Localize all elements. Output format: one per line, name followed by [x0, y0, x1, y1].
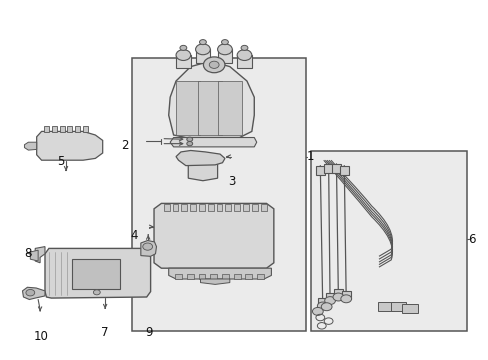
Bar	[67, 126, 72, 132]
Bar	[260, 204, 266, 211]
Polygon shape	[378, 302, 393, 311]
Text: 9: 9	[145, 327, 153, 339]
Polygon shape	[35, 247, 45, 263]
Polygon shape	[331, 164, 340, 173]
Text: 6: 6	[467, 233, 475, 246]
Polygon shape	[176, 81, 200, 135]
Circle shape	[186, 141, 192, 146]
Polygon shape	[341, 291, 350, 299]
Polygon shape	[315, 166, 324, 175]
Polygon shape	[176, 55, 190, 68]
Circle shape	[241, 45, 247, 50]
Text: 10: 10	[34, 330, 49, 343]
Circle shape	[221, 40, 228, 45]
Bar	[245, 274, 252, 279]
Bar	[216, 204, 222, 211]
Polygon shape	[168, 268, 271, 279]
Circle shape	[26, 289, 35, 296]
Bar	[190, 204, 196, 211]
Bar	[175, 274, 182, 279]
Polygon shape	[237, 55, 251, 68]
Text: 1: 1	[306, 150, 314, 163]
Bar	[60, 126, 64, 132]
Polygon shape	[390, 302, 406, 311]
Bar	[72, 259, 120, 289]
Polygon shape	[30, 250, 38, 261]
Bar	[172, 204, 178, 211]
Polygon shape	[154, 203, 273, 268]
Circle shape	[321, 303, 331, 311]
Circle shape	[195, 44, 210, 55]
Polygon shape	[198, 81, 222, 135]
Text: 5: 5	[57, 156, 65, 168]
Text: 2: 2	[121, 139, 128, 152]
Text: 8: 8	[24, 247, 32, 260]
Polygon shape	[168, 61, 254, 138]
Circle shape	[176, 50, 190, 60]
Circle shape	[217, 44, 232, 55]
Polygon shape	[217, 49, 232, 63]
Circle shape	[340, 295, 351, 303]
Bar	[257, 274, 264, 279]
Bar	[186, 274, 193, 279]
Polygon shape	[324, 164, 332, 173]
Circle shape	[199, 40, 206, 45]
Polygon shape	[401, 304, 417, 313]
Bar	[83, 126, 88, 132]
Circle shape	[93, 290, 100, 295]
Bar	[75, 126, 80, 132]
Circle shape	[209, 61, 219, 68]
Polygon shape	[24, 142, 37, 150]
Text: 4: 4	[130, 229, 138, 242]
Bar	[243, 204, 248, 211]
Bar	[199, 204, 204, 211]
Bar	[132, 58, 305, 331]
Bar	[163, 204, 169, 211]
Bar	[198, 274, 205, 279]
Polygon shape	[37, 131, 102, 160]
Polygon shape	[325, 293, 334, 301]
Polygon shape	[339, 166, 348, 175]
Circle shape	[332, 293, 343, 301]
Polygon shape	[333, 289, 342, 297]
Polygon shape	[200, 279, 229, 284]
Text: 7: 7	[101, 327, 109, 339]
Bar	[251, 204, 257, 211]
Circle shape	[317, 302, 327, 310]
Circle shape	[237, 50, 251, 60]
Polygon shape	[195, 49, 210, 63]
Bar	[233, 274, 240, 279]
Circle shape	[180, 45, 186, 50]
Text: 3: 3	[228, 175, 236, 188]
Circle shape	[186, 137, 192, 141]
Circle shape	[142, 243, 152, 250]
Bar	[310, 151, 466, 331]
Bar	[44, 126, 49, 132]
Polygon shape	[170, 138, 256, 147]
Bar	[234, 204, 240, 211]
Bar	[52, 126, 57, 132]
Bar	[181, 204, 187, 211]
Polygon shape	[188, 162, 217, 181]
Polygon shape	[176, 150, 224, 166]
Polygon shape	[217, 81, 242, 135]
Polygon shape	[318, 298, 326, 306]
Bar	[207, 204, 213, 211]
Polygon shape	[141, 240, 156, 256]
Bar	[222, 274, 228, 279]
Circle shape	[203, 57, 224, 73]
Circle shape	[312, 307, 323, 315]
Bar	[210, 274, 217, 279]
Polygon shape	[22, 287, 45, 300]
Bar	[225, 204, 231, 211]
Circle shape	[324, 297, 335, 305]
Polygon shape	[45, 248, 150, 298]
